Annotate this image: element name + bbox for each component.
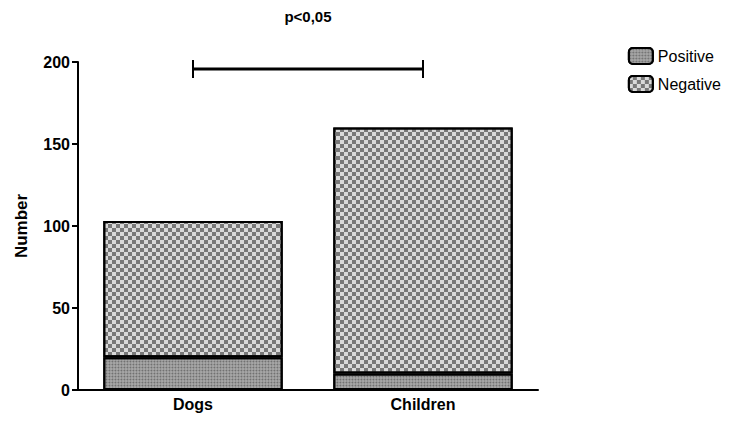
svg-text:Number: Number — [12, 194, 31, 259]
svg-text:150: 150 — [43, 136, 70, 153]
svg-text:200: 200 — [43, 54, 70, 71]
svg-text:Positive: Positive — [658, 48, 714, 65]
svg-text:0: 0 — [61, 382, 70, 399]
svg-text:Children: Children — [391, 396, 456, 413]
svg-text:p<0,05: p<0,05 — [284, 8, 331, 25]
svg-text:100: 100 — [43, 218, 70, 235]
svg-text:Dogs: Dogs — [173, 396, 213, 413]
svg-text:50: 50 — [52, 300, 70, 317]
svg-text:Negative: Negative — [658, 76, 721, 93]
